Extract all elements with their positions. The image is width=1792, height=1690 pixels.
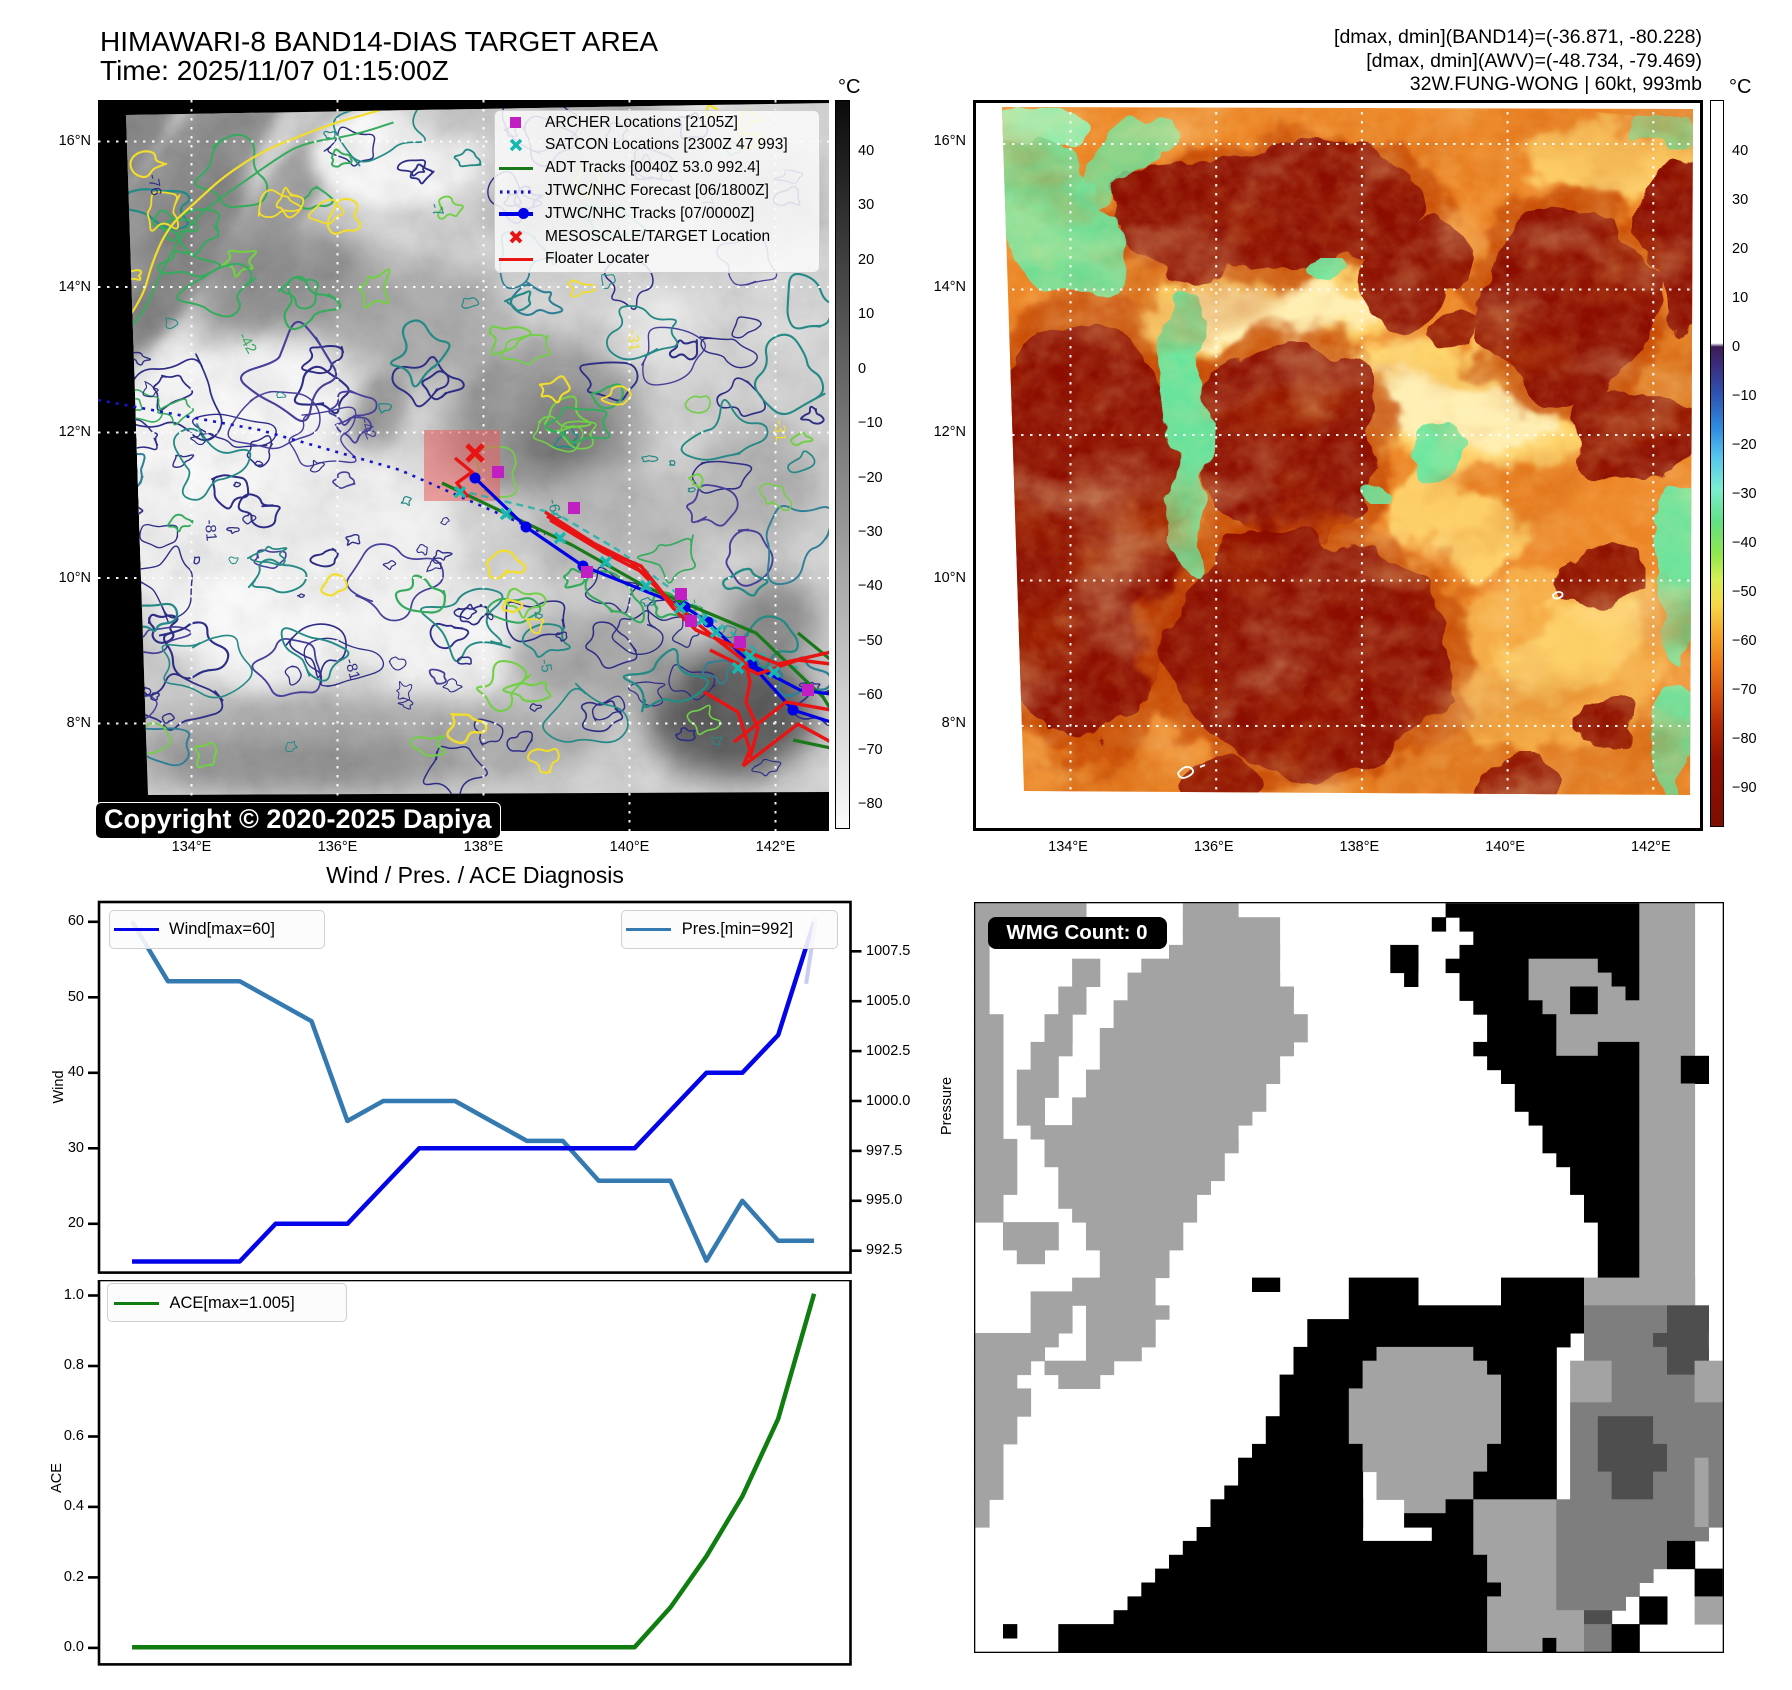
svg-text:-81: -81 [201,519,220,542]
svg-text:-81: -81 [341,657,363,682]
svg-text:-42: -42 [356,416,379,442]
svg-text:-31: -31 [624,329,643,352]
svg-text:-7: -7 [426,201,447,219]
svg-text:-76: -76 [144,173,165,197]
svg-text:-31: -31 [771,420,789,442]
svg-text:-5: -5 [536,658,555,674]
